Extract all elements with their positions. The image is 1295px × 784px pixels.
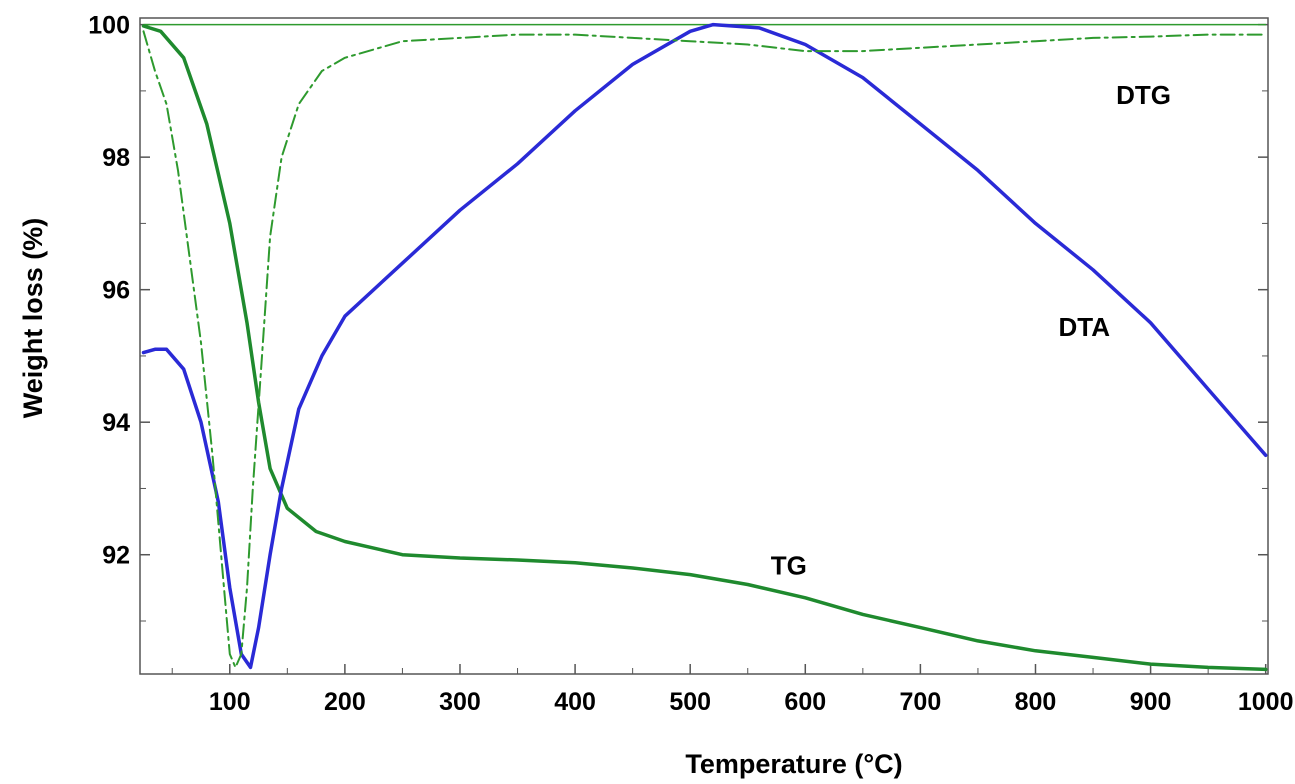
y-tick-label-98: 98: [102, 144, 130, 172]
plot-frame: [139, 17, 1269, 675]
y-tick-label-96: 96: [102, 277, 130, 305]
x-tick-label-200: 200: [324, 688, 366, 716]
curve-label-dta: DTA: [1059, 312, 1111, 342]
y-tick-label-100: 100: [88, 12, 130, 40]
x-tick-label-100: 100: [209, 688, 251, 716]
y-axis-ticks: 92 94 96 98 100: [88, 12, 1268, 622]
curve-label-dtg: DTG: [1116, 80, 1171, 110]
x-tick-label-600: 600: [784, 688, 826, 716]
series-dtg-line: [142, 30, 1267, 669]
y-tick-label-92: 92: [102, 542, 130, 570]
x-tick-label-1000: 1000: [1238, 688, 1294, 716]
y-tick-label-94: 94: [102, 409, 130, 437]
x-axis-title: Temperature (°C): [685, 749, 902, 779]
x-tick-label-300: 300: [439, 688, 481, 716]
x-tick-label-500: 500: [669, 688, 711, 716]
curve-labels: DTG DTA TG: [771, 80, 1171, 580]
curve-label-tg: TG: [771, 551, 807, 581]
x-tick-label-900: 900: [1130, 688, 1172, 716]
x-axis-ticks: 100 200 300 400 500 600 700 800 900 1000: [171, 664, 1294, 716]
x-tick-label-700: 700: [900, 688, 942, 716]
x-tick-label-400: 400: [554, 688, 596, 716]
x-tick-label-800: 800: [1015, 688, 1057, 716]
series-dta-line: [141, 22, 1268, 670]
series-tg-line: [141, 24, 1268, 672]
series-group: [141, 22, 1268, 672]
y-axis-title: Weight loss (%): [18, 218, 48, 419]
